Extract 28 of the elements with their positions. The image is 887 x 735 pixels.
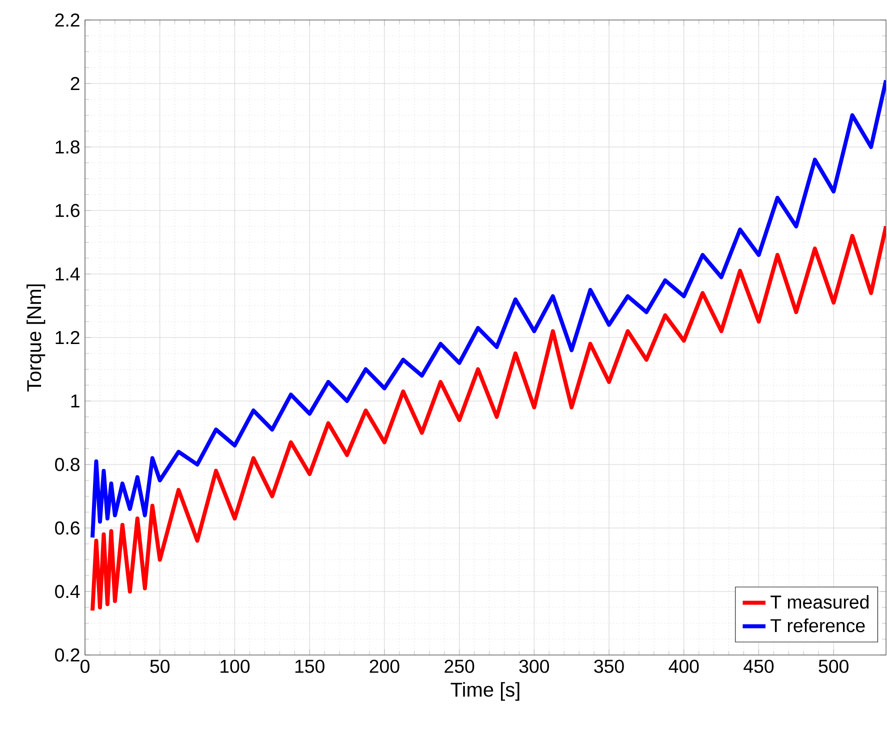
x-tick-label: 150	[295, 660, 324, 673]
y-tick-label: 0.4	[55, 584, 80, 598]
y-tick-label: 2	[70, 76, 80, 90]
y-tick-label: 1	[71, 394, 80, 408]
legend-label: T reference	[770, 618, 865, 632]
x-tick-label: 50	[150, 660, 170, 673]
y-tick-label: 2.2	[55, 13, 80, 27]
x-tick-label: 450	[744, 660, 774, 673]
x-tick-label: 0	[80, 660, 90, 673]
y-axis-title: Torque [Nm]	[26, 284, 46, 392]
x-tick-label: 500	[818, 660, 848, 673]
y-tick-label: 0.8	[55, 458, 80, 472]
y-tick-label: 0.6	[55, 521, 80, 535]
x-axis-title: Time [s]	[450, 682, 520, 701]
x-tick-label: 200	[370, 660, 400, 673]
x-tick-label: 100	[220, 660, 250, 673]
x-tick-label: 250	[444, 660, 474, 673]
y-tick-label: 1.2	[56, 330, 80, 344]
y-tick-label: 1.8	[56, 140, 80, 154]
line-series	[90, 78, 886, 540]
legend-label: T measured	[770, 594, 869, 609]
y-tick-label: 1.4	[56, 268, 80, 280]
line-series	[90, 224, 886, 613]
x-tick-label: 300	[519, 660, 550, 673]
x-tick-label: 400	[668, 660, 699, 673]
y-tick-label: 0.2	[55, 648, 80, 662]
y-tick-label: 1.6	[56, 204, 80, 218]
x-tick-label: 350	[594, 660, 624, 673]
